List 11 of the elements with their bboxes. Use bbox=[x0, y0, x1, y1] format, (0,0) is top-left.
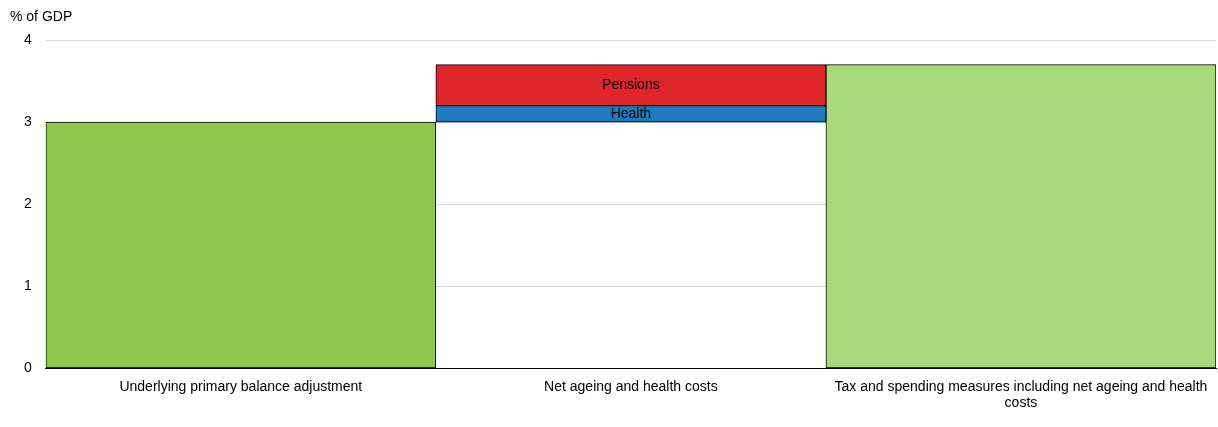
series-label: Pensions bbox=[602, 76, 660, 93]
x-tick-label: Underlying primary balance adjustment bbox=[119, 377, 363, 394]
y-tick-label: 2 bbox=[23, 195, 32, 212]
y-axis-title: % of GDP bbox=[10, 7, 73, 24]
y-tick-label: 1 bbox=[23, 277, 32, 294]
y-tick-label: 3 bbox=[23, 112, 32, 129]
x-tick-label: Tax and spending measures including net ageing and health costs bbox=[834, 377, 1208, 411]
y-tick-label: 4 bbox=[23, 30, 32, 47]
y-tick-label: 0 bbox=[23, 359, 32, 376]
x-tick-label: Net ageing and health costs bbox=[544, 377, 718, 394]
series-label: Health bbox=[610, 104, 652, 121]
